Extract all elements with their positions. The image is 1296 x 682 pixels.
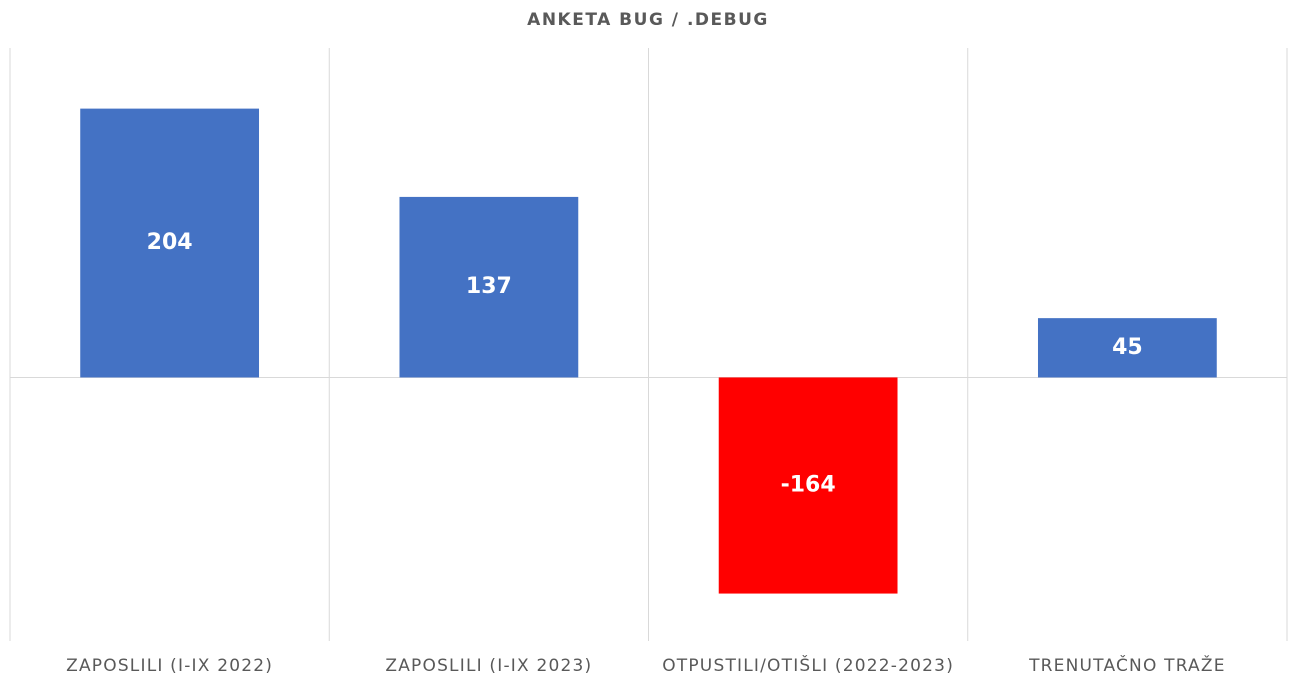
x-tick-label: TRENUTAČNO TRAŽE — [1028, 654, 1226, 676]
bar — [718, 377, 898, 594]
value-label: 137 — [466, 274, 512, 299]
bar — [1037, 318, 1217, 378]
bar — [399, 196, 579, 378]
chart-title: ANKETA BUG / .DEBUG — [527, 10, 769, 30]
value-label: -164 — [781, 473, 836, 498]
bar — [80, 108, 260, 378]
x-tick-label: OTPUSTILI/OTIŠLI (2022-2023) — [662, 654, 954, 676]
x-tick-label: ZAPOSLILI (I-IX 2022) — [66, 656, 273, 676]
value-label: 45 — [1112, 335, 1143, 360]
value-label: 204 — [147, 230, 193, 255]
x-tick-label: ZAPOSLILI (I-IX 2023) — [385, 656, 592, 676]
